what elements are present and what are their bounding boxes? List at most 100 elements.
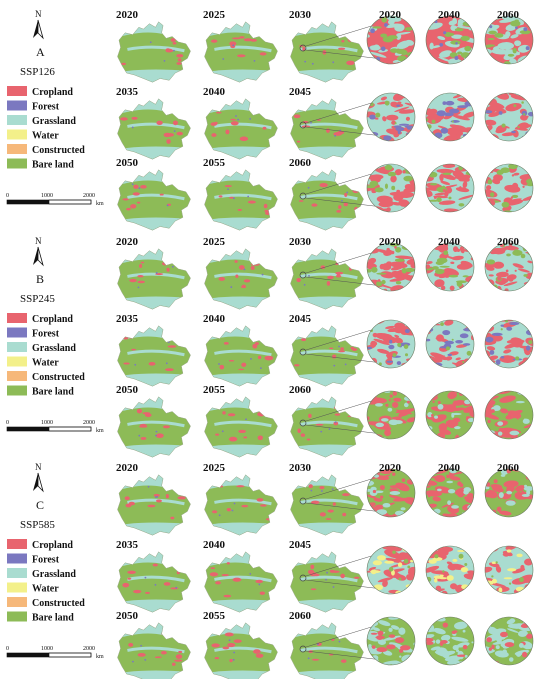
- legend: Cropland Forest Grassland Water Constructed B…: [7, 86, 85, 171]
- map-year-label: 2045: [289, 313, 312, 325]
- legend-label-cropland: Cropland: [32, 87, 73, 98]
- scale-tick-label: 2000: [83, 646, 95, 652]
- zoom-circle-2060: [484, 390, 534, 440]
- scale-tick-label: 2000: [83, 420, 95, 426]
- map-ssp126-2030: [290, 21, 364, 83]
- zoom-circle-2060: [484, 242, 534, 292]
- map-year-label: 2045: [289, 86, 312, 98]
- zoom-circle-2020: [366, 92, 416, 142]
- zoom-circle-2020: [366, 616, 416, 666]
- north-arrow-icon: N: [33, 462, 44, 493]
- legend-swatch-constructed: [7, 144, 27, 154]
- map-ssp126-2035: [117, 98, 191, 160]
- scale-unit: km: [96, 428, 104, 434]
- zoom-circle-2040: [425, 242, 475, 292]
- map-ssp245-2055: [204, 396, 278, 458]
- map-year-label: 2020: [116, 236, 139, 248]
- map-ssp126-2020: [117, 21, 191, 83]
- map-ssp126-2060: [290, 169, 364, 231]
- legend-swatch-forest: [7, 327, 27, 338]
- scale-tick-label: 0: [6, 193, 9, 199]
- legend-swatch-grassland: [7, 115, 27, 125]
- map-year-label: 2025: [203, 9, 226, 21]
- legend-swatch-water: [7, 129, 27, 140]
- north-label: N: [35, 9, 42, 19]
- map-ssp585-2020: [117, 474, 191, 536]
- map-ssp245-2060: [290, 396, 364, 458]
- legend-swatch-water: [7, 582, 27, 593]
- north-label: N: [35, 236, 42, 246]
- map-ssp585-2030: [290, 474, 364, 536]
- legend: Cropland Forest Grassland Water Constructed B…: [7, 539, 85, 624]
- map-year-label: 2045: [289, 539, 312, 551]
- legend-label-bare_land: Bare land: [32, 160, 74, 171]
- zoom-year-label: 2040: [438, 462, 461, 474]
- zoom-circle-2020: [366, 242, 416, 292]
- zoom-year-label: 2020: [379, 236, 402, 248]
- map-year-label: 2040: [203, 539, 226, 551]
- legend-label-cropland: Cropland: [32, 540, 73, 551]
- zoom-year-label: 2020: [379, 9, 402, 21]
- zoom-circle-2040: [425, 15, 475, 65]
- map-ssp245-2035: [117, 325, 191, 387]
- map-year-label: 2035: [116, 539, 139, 551]
- map-ssp245-2020: [117, 248, 191, 310]
- map-year-label: 2055: [203, 384, 226, 396]
- legend-label-water: Water: [32, 131, 59, 142]
- zoom-circle-2060: [484, 468, 534, 518]
- scale-tick-label: 1000: [41, 646, 53, 652]
- map-ssp245-2025: [204, 248, 278, 310]
- scenario-label: SSP245: [20, 293, 55, 305]
- legend-swatch-bare_land: [7, 611, 27, 622]
- zoom-marker: [299, 121, 307, 129]
- map-ssp126-2040: [204, 98, 278, 160]
- map-ssp245-2030: [290, 248, 364, 310]
- map-year-label: 2025: [203, 236, 226, 248]
- panel-letter: B: [36, 272, 44, 286]
- map-ssp585-2045: [290, 551, 364, 613]
- zoom-circle-2040: [425, 92, 475, 142]
- legend-swatch-grassland: [7, 568, 27, 578]
- legend-swatch-forest: [7, 100, 27, 111]
- scale-tick-label: 0: [6, 646, 9, 652]
- map-year-label: 2030: [289, 462, 312, 474]
- legend-swatch-forest: [7, 553, 27, 564]
- map-year-label: 2060: [289, 157, 312, 169]
- scale-tick-label: 1000: [41, 193, 53, 199]
- zoom-year-label: 2040: [438, 236, 461, 248]
- zoom-circle-2060: [484, 319, 534, 369]
- map-ssp585-2025: [204, 474, 278, 536]
- legend-label-bare_land: Bare land: [32, 387, 74, 398]
- zoom-circle-2060: [484, 616, 534, 666]
- zoom-circle-2060: [484, 163, 534, 213]
- zoom-year-label: 2040: [438, 9, 461, 21]
- legend-label-constructed: Constructed: [32, 145, 85, 156]
- zoom-circle-2040: [425, 319, 475, 369]
- scale-tick-label: 1000: [41, 420, 53, 426]
- legend-swatch-cropland: [7, 313, 27, 323]
- legend-label-grassland: Grassland: [32, 569, 76, 580]
- legend-swatch-water: [7, 356, 27, 367]
- legend-label-forest: Forest: [32, 329, 60, 340]
- zoom-year-label: 2060: [497, 9, 520, 21]
- map-year-label: 2060: [289, 384, 312, 396]
- legend-label-water: Water: [32, 358, 59, 369]
- map-year-label: 2035: [116, 313, 139, 325]
- map-year-label: 2025: [203, 462, 226, 474]
- zoom-marker: [299, 44, 307, 52]
- zoom-marker: [299, 271, 307, 279]
- scenario-label: SSP585: [20, 519, 55, 531]
- map-year-label: 2060: [289, 610, 312, 622]
- legend-label-water: Water: [32, 584, 59, 595]
- zoom-marker: [299, 645, 307, 653]
- north-label: N: [35, 462, 42, 472]
- map-year-label: 2040: [203, 86, 226, 98]
- zoom-circle-2040: [425, 545, 475, 595]
- legend-swatch-bare_land: [7, 385, 27, 396]
- zoom-year-label: 2060: [497, 462, 520, 474]
- zoom-circle-2040: [425, 468, 475, 518]
- scale-unit: km: [96, 201, 104, 207]
